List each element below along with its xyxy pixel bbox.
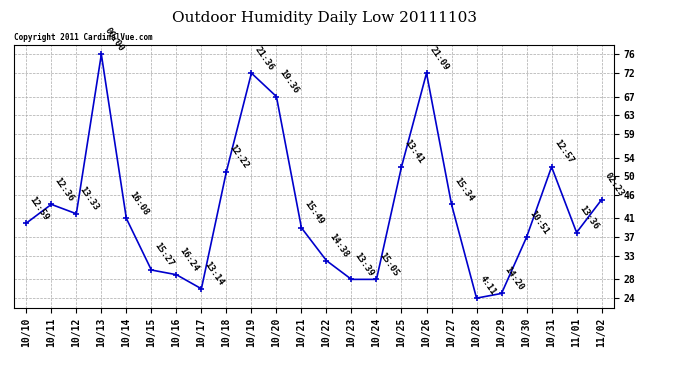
Text: 13:14: 13:14 (203, 260, 226, 287)
Text: 13:41: 13:41 (403, 138, 426, 165)
Text: 13:39: 13:39 (353, 251, 375, 278)
Text: 12:59: 12:59 (28, 195, 50, 222)
Text: 15:34: 15:34 (453, 176, 475, 203)
Text: 16:24: 16:24 (178, 246, 201, 273)
Text: 12:36: 12:36 (52, 176, 75, 203)
Text: 15:49: 15:49 (303, 199, 326, 226)
Text: 10:51: 10:51 (528, 209, 551, 236)
Text: 02:23: 02:23 (603, 171, 626, 198)
Text: 12:22: 12:22 (228, 143, 250, 170)
Text: Outdoor Humidity Daily Low 20111103: Outdoor Humidity Daily Low 20111103 (172, 11, 477, 25)
Text: 21:36: 21:36 (253, 45, 275, 72)
Text: 14:20: 14:20 (503, 265, 526, 292)
Text: 13:36: 13:36 (578, 204, 601, 231)
Text: 4:11: 4:11 (478, 274, 497, 297)
Text: 12:57: 12:57 (553, 138, 575, 165)
Text: 14:38: 14:38 (328, 232, 351, 259)
Text: 00:00: 00:00 (103, 26, 126, 53)
Text: Copyright 2011 CardinalVue.com: Copyright 2011 CardinalVue.com (14, 33, 152, 42)
Text: 13:33: 13:33 (78, 185, 101, 212)
Text: 15:27: 15:27 (152, 242, 175, 268)
Text: 21:09: 21:09 (428, 45, 451, 72)
Text: 16:08: 16:08 (128, 190, 150, 217)
Text: 15:05: 15:05 (378, 251, 401, 278)
Text: 19:36: 19:36 (278, 68, 301, 95)
